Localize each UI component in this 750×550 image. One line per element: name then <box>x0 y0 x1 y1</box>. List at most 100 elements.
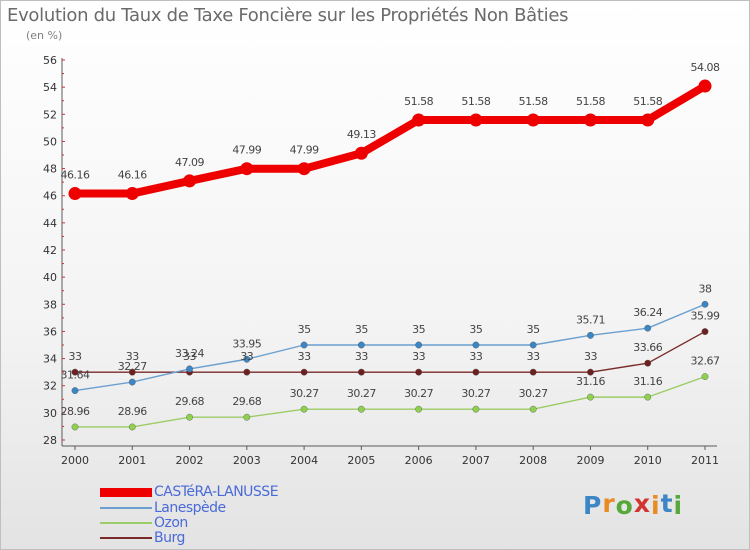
legend-swatch-burg <box>100 537 152 539</box>
x-tick-label: 2003 <box>233 454 261 467</box>
data-point <box>587 331 594 339</box>
logo-letter: r <box>602 489 616 518</box>
data-label: 35 <box>298 323 311 336</box>
data-label: 51.58 <box>461 95 490 108</box>
logo-letter: i <box>651 491 661 520</box>
data-label: 33.66 <box>633 341 662 354</box>
data-label: 30.27 <box>290 387 319 400</box>
logo-letter: t <box>660 489 674 518</box>
data-point <box>128 378 136 386</box>
logo-letter: o <box>615 491 634 520</box>
data-label: 30.27 <box>404 387 433 400</box>
y-tick-label: 54 <box>43 81 57 94</box>
data-label: 35.71 <box>576 313 605 326</box>
data-point <box>644 359 652 367</box>
data-label: 29.68 <box>232 395 261 408</box>
y-tick-label: 52 <box>43 108 57 121</box>
y-tick-label: 50 <box>43 135 57 148</box>
data-point <box>68 187 82 201</box>
data-point <box>183 174 197 188</box>
data-label: 49.13 <box>347 128 376 141</box>
x-tick-label: 2000 <box>61 454 89 467</box>
data-point <box>472 405 480 413</box>
data-label: 51.58 <box>633 95 662 108</box>
data-point <box>415 368 423 376</box>
x-tick-label: 2005 <box>347 454 375 467</box>
data-label: 33 <box>240 350 253 363</box>
y-tick-label: 28 <box>43 434 57 447</box>
data-point <box>300 405 308 413</box>
y-tick-label: 42 <box>43 244 57 257</box>
data-label: 38 <box>699 282 712 295</box>
data-point <box>71 387 79 394</box>
data-label: 33 <box>183 350 196 363</box>
data-label: 47.09 <box>175 156 204 169</box>
data-point <box>641 113 655 127</box>
y-tick-label: 48 <box>43 163 57 176</box>
x-tick-label: 2006 <box>405 454 433 467</box>
data-point <box>300 341 308 349</box>
data-label: 29.68 <box>175 395 204 408</box>
data-label: 30.27 <box>461 387 490 400</box>
data-label: 35 <box>412 323 425 336</box>
data-point <box>472 341 480 349</box>
data-label: 51.58 <box>404 95 433 108</box>
x-tick-label: 2004 <box>290 454 318 467</box>
data-label: 51.58 <box>576 95 605 108</box>
y-tick-label: 40 <box>43 271 57 284</box>
data-label: 28.96 <box>118 405 147 418</box>
data-point <box>128 423 136 431</box>
x-tick-label: 2008 <box>519 454 547 467</box>
data-label: 47.99 <box>232 144 261 157</box>
data-label: 33 <box>469 350 482 363</box>
data-point <box>415 405 423 413</box>
legend-swatch-castera-lanusse <box>100 488 152 497</box>
y-tick-label: 36 <box>43 325 57 338</box>
data-point <box>128 368 136 376</box>
data-point <box>529 405 537 413</box>
data-point <box>412 113 426 127</box>
data-point <box>526 113 540 127</box>
x-tick-label: 2010 <box>634 454 662 467</box>
series-line-3 <box>74 330 706 373</box>
data-label: 33 <box>355 350 368 363</box>
data-point <box>529 368 537 376</box>
x-tick-label: 2001 <box>118 454 146 467</box>
data-point <box>186 365 193 373</box>
data-label: 32.27 <box>118 360 147 373</box>
data-point <box>415 341 423 349</box>
data-label: 33 <box>298 350 311 363</box>
data-point <box>472 368 480 376</box>
data-label: 33 <box>126 350 139 363</box>
data-label: 33.24 <box>175 347 204 360</box>
proxiti-logo: Proxiti <box>583 489 683 520</box>
series-line-2 <box>74 375 706 428</box>
data-point <box>469 113 483 127</box>
data-point <box>701 373 709 381</box>
y-tick-label: 32 <box>43 380 57 393</box>
data-label: 31.64 <box>61 369 90 382</box>
legend-label-burg: Burg <box>154 530 185 546</box>
x-tick-label: 2011 <box>691 454 719 467</box>
logo-letter: x <box>633 489 651 518</box>
unit-label: (en %) <box>26 29 63 42</box>
data-label: 30.27 <box>519 387 548 400</box>
data-point <box>357 368 365 376</box>
data-label: 51.58 <box>519 95 548 108</box>
data-point <box>583 113 597 127</box>
y-tick-label: 56 <box>43 54 57 67</box>
legend-swatch-lanespede <box>100 507 152 509</box>
logo-letter: P <box>583 491 603 520</box>
data-label: 32.67 <box>691 355 720 368</box>
chart-title: Evolution du Taux de Taxe Foncière sur l… <box>7 5 569 26</box>
data-label: 36.24 <box>633 306 662 319</box>
data-label: 35 <box>355 323 368 336</box>
legend-label-castera-lanusse: CASTéRA-LANUSSE <box>154 484 279 500</box>
data-point <box>701 300 709 308</box>
series-line-1 <box>74 303 706 392</box>
data-label: 33 <box>584 350 597 363</box>
data-label: 31.16 <box>576 375 605 388</box>
data-label: 28.96 <box>61 405 90 418</box>
data-point <box>587 393 594 401</box>
